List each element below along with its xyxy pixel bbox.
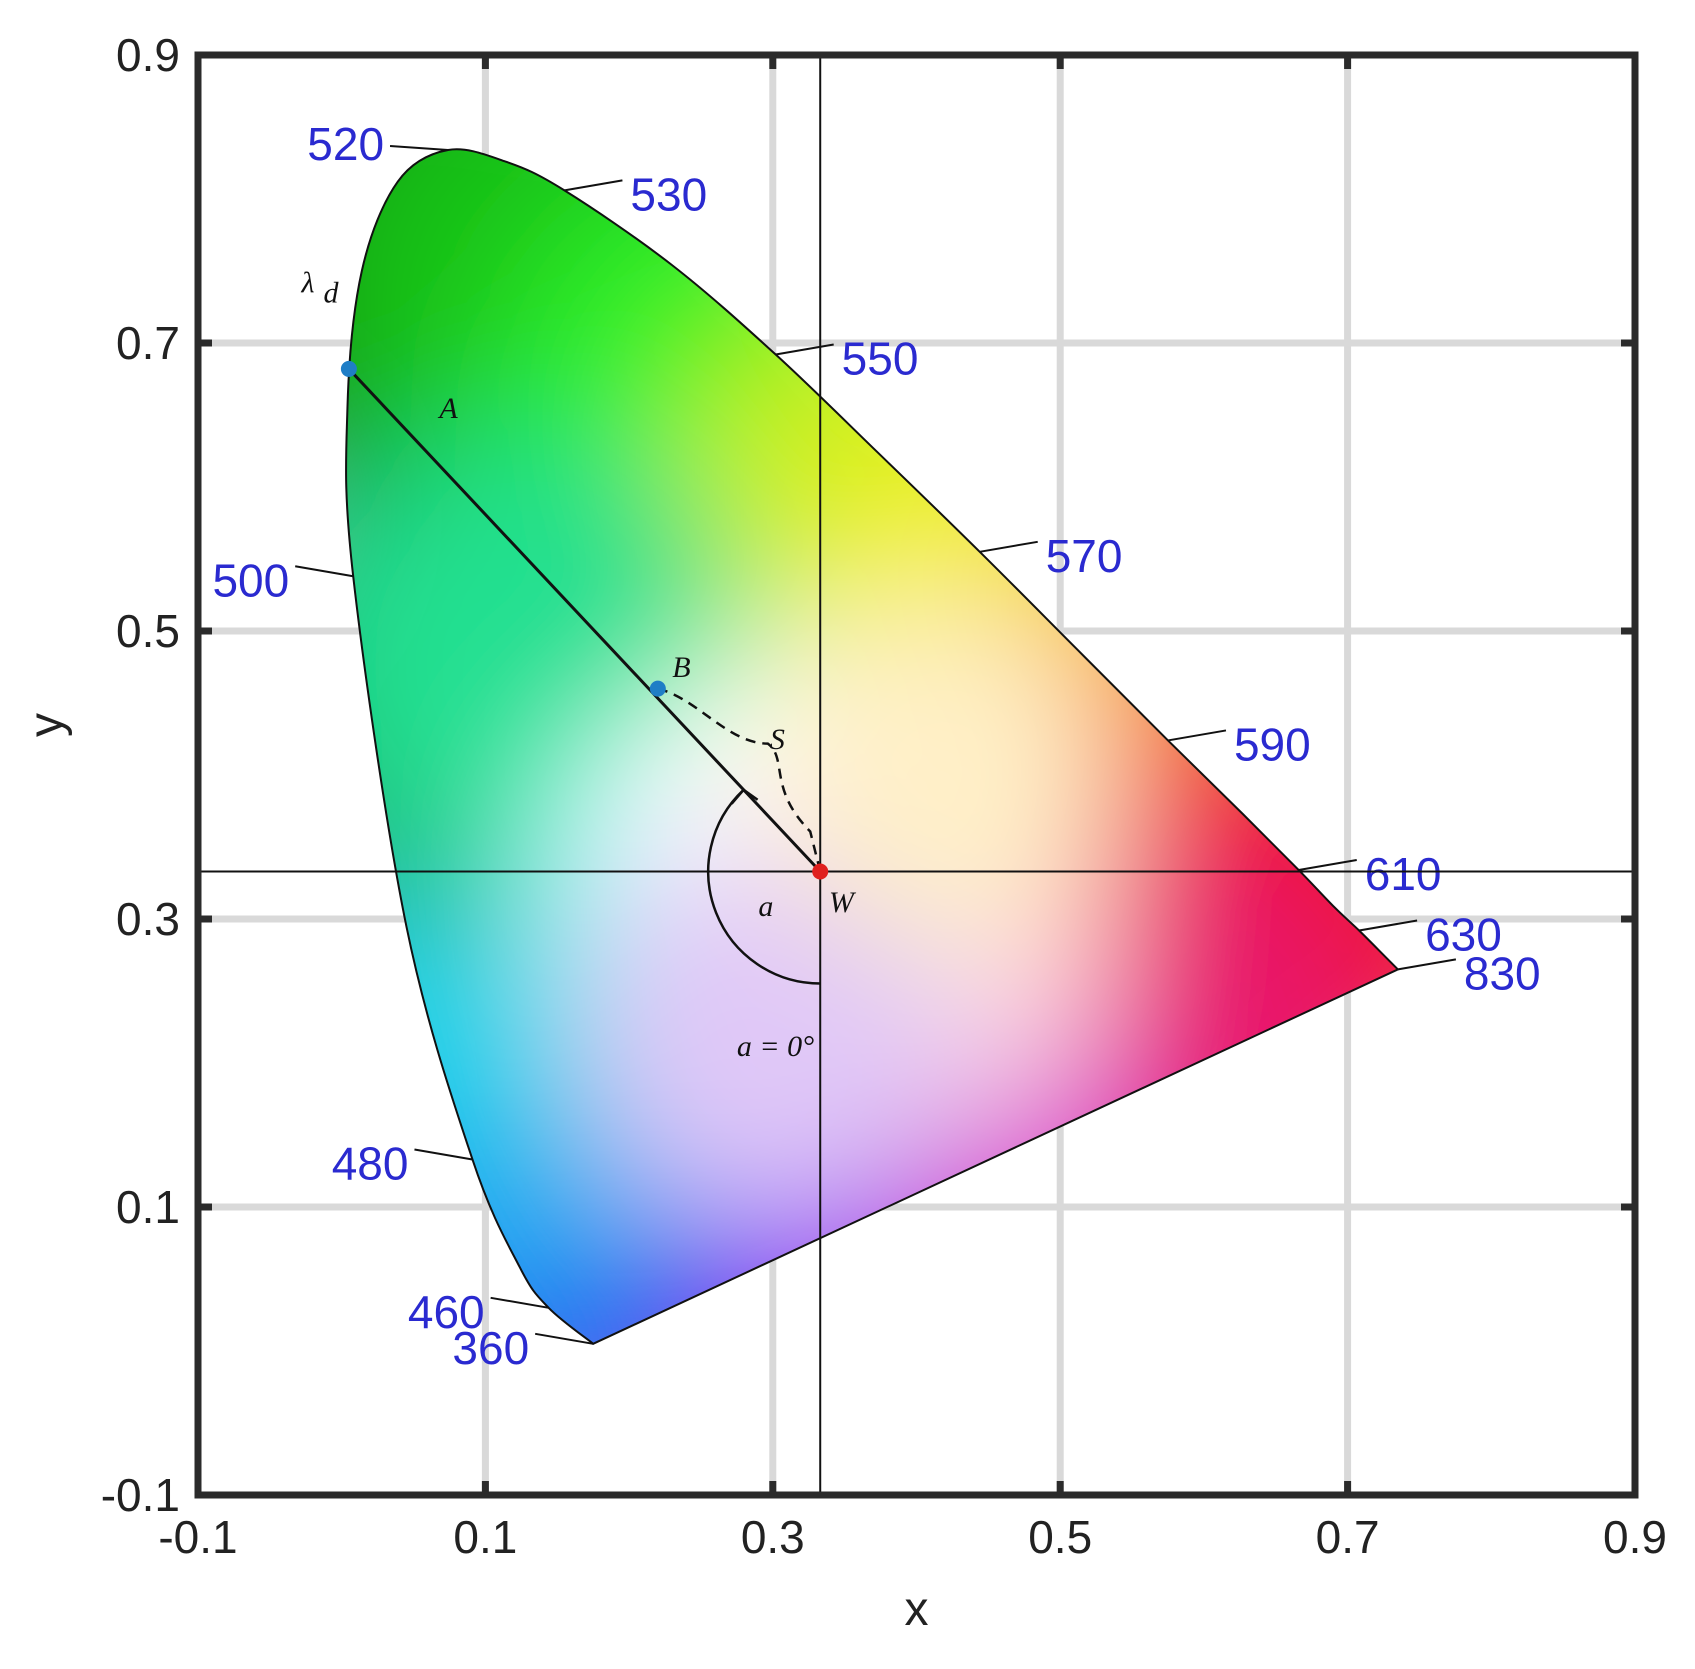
y-tick-label: 0.3 [116, 893, 180, 945]
y-axis-title: y [20, 713, 73, 737]
wavelength-tick [1358, 919, 1418, 932]
wavelength-label: 550 [842, 333, 919, 385]
wavelength-label: 830 [1464, 947, 1541, 999]
point-marker [649, 680, 666, 697]
annotation-lambda: λ [300, 267, 314, 300]
plot-frame [194, 51, 1639, 1499]
y-tick-label: 0.9 [116, 29, 180, 81]
x-tick-label: 0.5 [1028, 1511, 1092, 1563]
wavelength-label: 460 [408, 1286, 485, 1338]
annotation-a: a [758, 890, 773, 923]
wavelength-tick [564, 179, 623, 192]
y-tick-label: -0.1 [101, 1469, 180, 1521]
wavelength-tick [490, 1296, 549, 1309]
annotation-lambda-subscript: d [323, 277, 339, 310]
point-marker [812, 863, 829, 880]
fill-blob [580, 842, 965, 1227]
annotation-w: W [829, 886, 857, 919]
annotation-b: B [672, 651, 690, 684]
wavelength-label: 360 [452, 1322, 529, 1374]
axis-labels: -0.1 0.1 0.3 0.5 0.7 0.9 -0.1 0.1 0.3 0.5 0.7 0.9 x y [20, 29, 1667, 1636]
fill-blobs [346, 149, 1398, 1344]
angle-arc [707, 788, 821, 985]
annotation-a0: a = 0° [737, 1030, 814, 1063]
gamut-color-fill [346, 149, 1398, 1344]
wavelength-label: 520 [307, 118, 384, 170]
x-tick-label: 0.3 [741, 1511, 805, 1563]
annotations: A B S Wa a = 0° λ d [198, 55, 1635, 1495]
x-tick-label: 0.9 [1603, 1511, 1667, 1563]
wavelength-label: 630 [1425, 909, 1502, 961]
fill-blob [769, 599, 1122, 951]
wavelength-label: 480 [332, 1137, 409, 1189]
wavelength-label: 530 [630, 168, 707, 220]
spectral-locus-line [345, 148, 1400, 1345]
wavelength-tick [295, 565, 354, 578]
saturation-curve-s [657, 687, 822, 872]
angle-arrow-head [730, 788, 759, 805]
point-marker [340, 360, 357, 377]
x-tick-label: 0.1 [453, 1511, 517, 1563]
wavelength-tick [1167, 729, 1227, 742]
wavelength-tick [414, 1148, 473, 1161]
wavelength-tick [535, 1332, 594, 1345]
y-tick-label: 0.5 [116, 605, 180, 657]
annotation-a: A [437, 392, 458, 425]
plot-border [194, 51, 1639, 1499]
wavelength-label: 570 [1046, 530, 1123, 582]
wavelength-label: 500 [212, 554, 289, 606]
wavelength-label: 610 [1365, 848, 1442, 900]
wavelength-tick [1397, 958, 1457, 971]
x-tick-label: 0.7 [1316, 1511, 1380, 1563]
y-tick-label: 0.7 [116, 317, 180, 369]
wavelength-tick [1298, 859, 1357, 872]
wavelength-tick [389, 145, 449, 152]
dominant-wavelength-line [347, 367, 822, 873]
x-tick-label: -0.1 [158, 1511, 237, 1563]
wavelength-tick [979, 540, 1038, 553]
wavelength-tick [775, 343, 834, 356]
y-tick-label: 0.1 [116, 1181, 180, 1233]
x-axis-title: x [905, 1583, 929, 1636]
wavelength-label: 590 [1234, 718, 1311, 770]
annotation-s: S [770, 723, 785, 756]
